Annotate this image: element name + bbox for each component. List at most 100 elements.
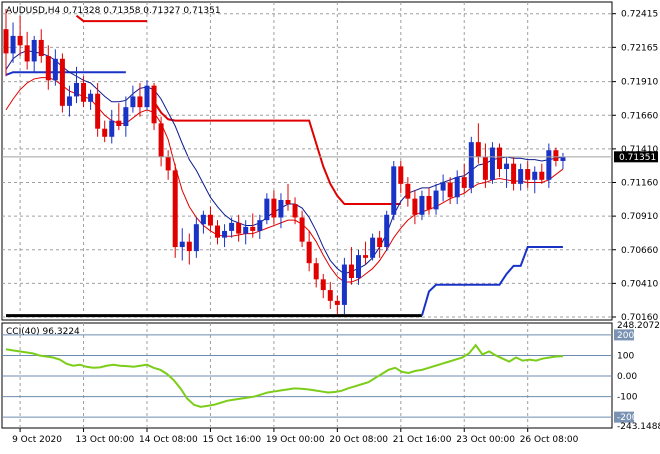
price-axis[interactable]: 0.72415 0.72165 0.71910 0.71660 0.71410 0.711…: [612, 10, 658, 323]
candle-body: [52, 58, 58, 81]
candle-body: [440, 182, 446, 191]
candle-body: [313, 263, 319, 280]
candle-body: [525, 169, 531, 180]
candle: [123, 96, 129, 137]
candle: [3, 9, 9, 77]
candle-body: [285, 199, 291, 205]
time-axis[interactable]: 9 Oct 2020 13 Oct 00:00 14 Oct 08:00 15 Oct…: [12, 428, 579, 445]
candle-body: [398, 166, 404, 184]
candle-body: [433, 190, 439, 210]
candle-body: [59, 58, 65, 106]
candle-body: [532, 171, 538, 180]
candle: [151, 82, 157, 131]
candle: [236, 214, 242, 242]
candle-body: [45, 56, 51, 81]
cci-tick-label: -100: [617, 393, 638, 403]
candle-body: [419, 195, 425, 215]
psar-upper-line: [153, 101, 401, 206]
candle: [560, 152, 566, 170]
candle-body: [299, 217, 305, 242]
current-price-box: [614, 151, 658, 163]
price-tick-label: 0.70160: [621, 313, 658, 323]
candle: [377, 230, 383, 258]
candle: [250, 213, 256, 238]
candle: [363, 241, 369, 265]
candle: [320, 273, 326, 299]
candle-body: [207, 214, 213, 226]
candle-body: [292, 204, 298, 218]
candle: [59, 53, 65, 113]
candle: [468, 136, 474, 194]
current-price-marker: 0.71351: [614, 151, 658, 163]
candle: [327, 282, 333, 309]
cci-tick-label: 0.00: [617, 372, 637, 382]
candle-body: [172, 170, 178, 248]
candle-body: [200, 214, 206, 225]
cci-tick-label: -200: [617, 413, 638, 423]
candle: [137, 82, 143, 117]
price-tick-label: 0.72415: [621, 10, 658, 20]
current-price-label: 0.71351: [619, 153, 656, 163]
candle-body: [38, 39, 44, 57]
candle: [222, 224, 228, 248]
candle: [405, 177, 411, 207]
candle-body: [546, 150, 552, 180]
candle: [511, 156, 517, 191]
candle: [74, 66, 79, 104]
candle-body: [88, 93, 94, 102]
candle: [532, 166, 538, 194]
price-panel[interactable]: AUDUSD,H4 0.71328 0.71358 0.71327 0.7135…: [1, 1, 613, 321]
time-tick-label: 9 Oct 2020: [12, 435, 62, 445]
candle-body: [81, 82, 87, 102]
candle-body: [468, 142, 474, 188]
time-tick-label: 26 Oct 08:00: [520, 435, 579, 445]
candle-body: [236, 222, 242, 234]
candle-body: [482, 156, 488, 180]
candle: [454, 170, 460, 205]
candle: [278, 193, 284, 229]
candle-body: [497, 147, 502, 170]
cci-panel[interactable]: CCI(40) 96.3224: [1, 322, 613, 429]
price-tick-label: 0.71160: [621, 179, 658, 189]
candle: [518, 163, 524, 191]
candle-body: [560, 156, 566, 161]
candle: [525, 160, 531, 188]
cci-tick-label: -243.1488: [617, 422, 660, 432]
cci-level-box: [614, 329, 634, 341]
price-tick-label: 0.72165: [621, 43, 658, 53]
candle-body: [553, 150, 559, 161]
candle: [38, 29, 44, 63]
candle-body: [327, 290, 333, 301]
candle: [306, 230, 312, 272]
candle: [165, 150, 171, 180]
candle: [341, 257, 347, 315]
candle-body: [257, 220, 263, 231]
candle: [66, 85, 72, 117]
candle: [243, 220, 249, 245]
cci-grid: [2, 323, 612, 428]
candle-body: [370, 237, 376, 258]
candle: [292, 197, 298, 225]
candle-body: [461, 177, 467, 188]
cci-level-box: [614, 411, 634, 423]
candle-body: [489, 147, 495, 180]
candle-body: [341, 264, 347, 305]
candle: [313, 257, 319, 288]
cci-line: [5, 343, 563, 408]
candle: [200, 210, 206, 234]
candle: [370, 233, 376, 261]
candle-body: [306, 241, 312, 264]
candle-body: [31, 39, 37, 62]
candle-body: [334, 300, 340, 305]
candle: [419, 190, 425, 221]
candle-body: [144, 85, 150, 108]
candle: [10, 22, 16, 63]
candle: [215, 220, 220, 245]
time-tick-label: 23 Oct 00:00: [456, 435, 515, 445]
candle: [546, 143, 552, 188]
candle: [102, 120, 108, 143]
candle-body: [348, 264, 354, 278]
